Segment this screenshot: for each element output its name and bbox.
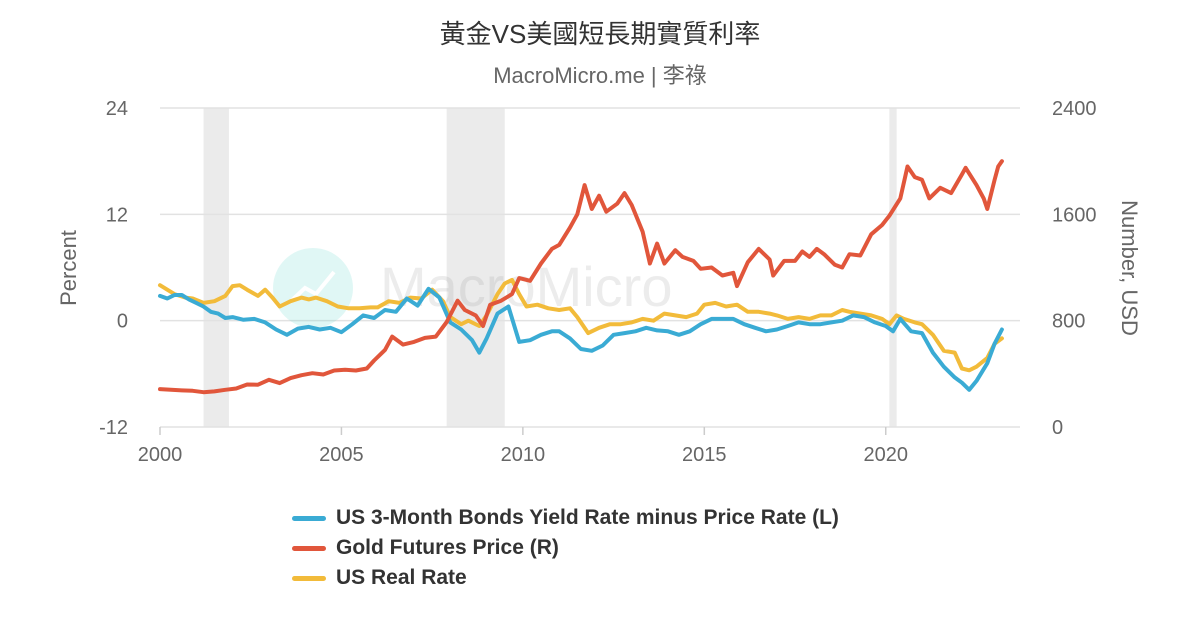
watermark-logo-icon bbox=[273, 248, 353, 328]
series-line-2 bbox=[158, 277, 1004, 373]
watermark-text: MacroMicro bbox=[380, 255, 672, 318]
y-left-tick-label: -12 bbox=[99, 417, 128, 439]
watermark: MacroMicro bbox=[273, 248, 672, 328]
left-axis-ticks: -12 0 12 24 bbox=[99, 98, 128, 439]
legend-swatch bbox=[292, 575, 326, 581]
legend-item-real-rate[interactable]: US Real Rate bbox=[292, 563, 839, 593]
series-layer bbox=[158, 159, 1004, 395]
legend: US 3-Month Bonds Yield Rate minus Price … bbox=[292, 503, 839, 593]
recession-band bbox=[203, 108, 229, 427]
y-right-tick-label: 800 bbox=[1052, 311, 1085, 333]
legend-label: Gold Futures Price (R) bbox=[336, 536, 559, 559]
y-left-axis-title: Percent bbox=[56, 230, 81, 306]
y-left-tick-label: 12 bbox=[106, 204, 128, 226]
gridlines bbox=[160, 107, 1020, 428]
legend-label: US Real Rate bbox=[336, 566, 467, 589]
series-line-0 bbox=[158, 286, 1004, 392]
series-line-1 bbox=[158, 159, 1004, 395]
y-right-tick-label: 0 bbox=[1052, 417, 1063, 439]
legend-item-3m-yield[interactable]: US 3-Month Bonds Yield Rate minus Price … bbox=[292, 503, 839, 533]
y-right-tick-label: 2400 bbox=[1052, 98, 1097, 120]
y-right-axis-title: Number, USD bbox=[1117, 200, 1142, 336]
x-axis-ticks: 2000 2005 2010 2015 2020 bbox=[138, 427, 908, 466]
right-axis-ticks: 0 800 1600 2400 bbox=[1052, 98, 1097, 439]
x-tick-label: 2005 bbox=[319, 444, 364, 466]
recession-band bbox=[889, 108, 897, 427]
recession-band bbox=[446, 108, 505, 427]
legend-label: US 3-Month Bonds Yield Rate minus Price … bbox=[336, 506, 839, 529]
y-left-tick-label: 24 bbox=[106, 98, 128, 120]
watermark-chart-icon bbox=[288, 270, 336, 304]
y-right-tick-label: 1600 bbox=[1052, 204, 1097, 226]
x-tick-label: 2010 bbox=[501, 444, 546, 466]
x-tick-label: 2015 bbox=[682, 444, 727, 466]
chart-title: 黃金VS美國短長期實質利率 bbox=[439, 19, 761, 49]
legend-swatch bbox=[292, 545, 326, 551]
chart-subtitle: MacroMicro.me | 李祿 bbox=[493, 63, 707, 88]
recession-bands bbox=[203, 108, 897, 427]
legend-item-gold[interactable]: Gold Futures Price (R) bbox=[292, 533, 839, 563]
legend-swatch bbox=[292, 515, 326, 521]
x-tick-label: 2020 bbox=[863, 444, 908, 466]
y-left-tick-label: 0 bbox=[117, 311, 128, 333]
x-tick-label: 2000 bbox=[138, 444, 183, 466]
